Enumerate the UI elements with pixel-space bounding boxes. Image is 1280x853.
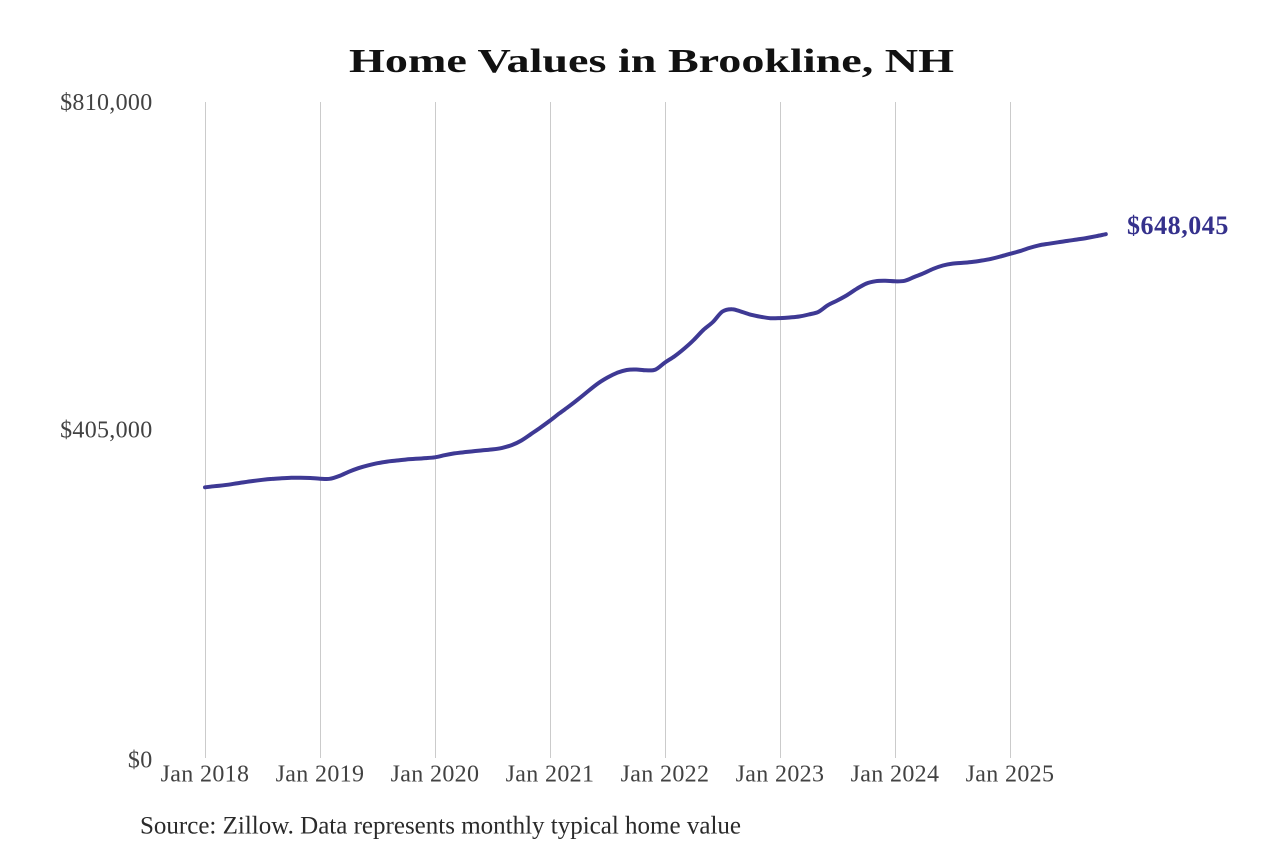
svg-text:Jan 2018: Jan 2018 (161, 762, 250, 788)
svg-text:Jan 2025: Jan 2025 (966, 762, 1055, 788)
svg-text:Jan 2024: Jan 2024 (851, 762, 940, 788)
svg-text:$810,000: $810,000 (60, 90, 152, 116)
svg-text:Jan 2019: Jan 2019 (276, 762, 365, 788)
svg-text:Jan 2021: Jan 2021 (506, 762, 595, 788)
svg-text:Jan 2020: Jan 2020 (391, 762, 480, 788)
svg-text:Jan 2022: Jan 2022 (621, 762, 710, 788)
svg-text:$405,000: $405,000 (60, 418, 152, 444)
svg-text:Source: Zillow. Data represent: Source: Zillow. Data represents monthly … (140, 813, 741, 840)
svg-text:Jan 2023: Jan 2023 (736, 762, 825, 788)
svg-text:Home Values in Brookline, NH: Home Values in Brookline, NH (349, 42, 954, 80)
svg-text:$648,045: $648,045 (1127, 211, 1229, 240)
svg-text:$0: $0 (128, 748, 153, 774)
